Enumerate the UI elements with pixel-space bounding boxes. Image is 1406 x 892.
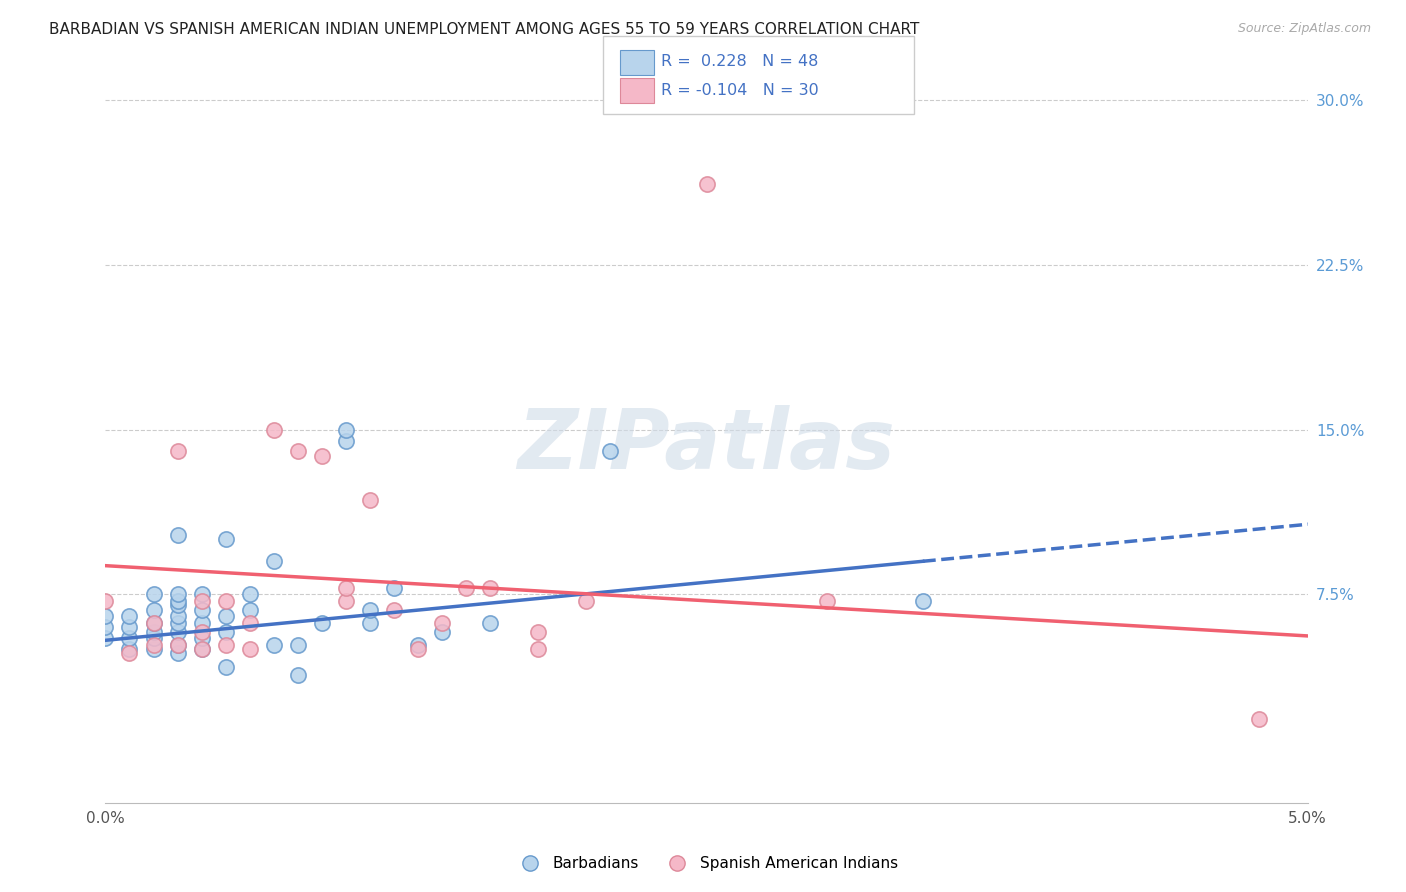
Text: R =  0.228   N = 48: R = 0.228 N = 48 xyxy=(661,54,818,70)
Point xyxy=(166,594,188,608)
Point xyxy=(166,528,188,542)
Point xyxy=(94,594,117,608)
Point xyxy=(239,602,262,616)
Point xyxy=(359,492,381,507)
Point xyxy=(599,444,621,458)
Point xyxy=(406,642,429,657)
Point xyxy=(190,594,212,608)
Point xyxy=(94,620,117,634)
Point xyxy=(527,642,550,657)
Point xyxy=(335,594,357,608)
Point xyxy=(311,615,333,630)
Text: Source: ZipAtlas.com: Source: ZipAtlas.com xyxy=(1237,22,1371,36)
Text: BARBADIAN VS SPANISH AMERICAN INDIAN UNEMPLOYMENT AMONG AGES 55 TO 59 YEARS CORR: BARBADIAN VS SPANISH AMERICAN INDIAN UNE… xyxy=(49,22,920,37)
Point xyxy=(142,587,165,601)
Text: R = -0.104   N = 30: R = -0.104 N = 30 xyxy=(661,83,818,98)
Point xyxy=(94,609,117,624)
Point xyxy=(911,594,934,608)
Point xyxy=(575,594,598,608)
Point xyxy=(166,598,188,612)
Legend: Barbadians, Spanish American Indians: Barbadians, Spanish American Indians xyxy=(509,850,904,877)
Point xyxy=(263,554,285,568)
Point xyxy=(815,594,838,608)
Point xyxy=(214,659,236,673)
Text: ZIPatlas: ZIPatlas xyxy=(517,406,896,486)
Point xyxy=(166,647,188,661)
Point xyxy=(382,581,405,595)
Point xyxy=(142,642,165,657)
Point xyxy=(142,615,165,630)
Point xyxy=(166,444,188,458)
Point xyxy=(190,624,212,639)
Point xyxy=(696,177,718,191)
Point xyxy=(263,423,285,437)
Point xyxy=(430,624,453,639)
Point xyxy=(190,615,212,630)
Point xyxy=(214,594,236,608)
Point xyxy=(190,631,212,645)
Point xyxy=(190,587,212,601)
Point xyxy=(479,581,502,595)
Point xyxy=(359,602,381,616)
Point xyxy=(287,668,309,682)
Point xyxy=(118,647,141,661)
Point xyxy=(118,631,141,645)
Point xyxy=(430,615,453,630)
Point xyxy=(214,624,236,639)
Point xyxy=(335,434,357,448)
Point xyxy=(118,642,141,657)
Point xyxy=(479,615,502,630)
Point xyxy=(382,602,405,616)
Point xyxy=(142,615,165,630)
Point xyxy=(166,624,188,639)
Point xyxy=(190,602,212,616)
Point xyxy=(142,624,165,639)
Point xyxy=(166,615,188,630)
Point xyxy=(214,609,236,624)
Point xyxy=(454,581,477,595)
Point xyxy=(287,638,309,652)
Point xyxy=(239,615,262,630)
Point xyxy=(190,642,212,657)
Point xyxy=(166,609,188,624)
Point xyxy=(166,587,188,601)
Point xyxy=(118,620,141,634)
Point xyxy=(359,615,381,630)
Point xyxy=(527,624,550,639)
Point xyxy=(142,602,165,616)
Point xyxy=(94,631,117,645)
Point xyxy=(118,609,141,624)
Point xyxy=(1249,712,1271,726)
Point xyxy=(263,638,285,652)
Point xyxy=(335,423,357,437)
Point xyxy=(214,638,236,652)
Point xyxy=(214,533,236,547)
Point xyxy=(166,638,188,652)
Point xyxy=(190,642,212,657)
Point xyxy=(239,587,262,601)
Point xyxy=(166,638,188,652)
Point xyxy=(311,449,333,463)
Point xyxy=(142,638,165,652)
Point xyxy=(287,444,309,458)
Point xyxy=(142,631,165,645)
Point xyxy=(239,642,262,657)
Point xyxy=(406,638,429,652)
Point xyxy=(335,581,357,595)
